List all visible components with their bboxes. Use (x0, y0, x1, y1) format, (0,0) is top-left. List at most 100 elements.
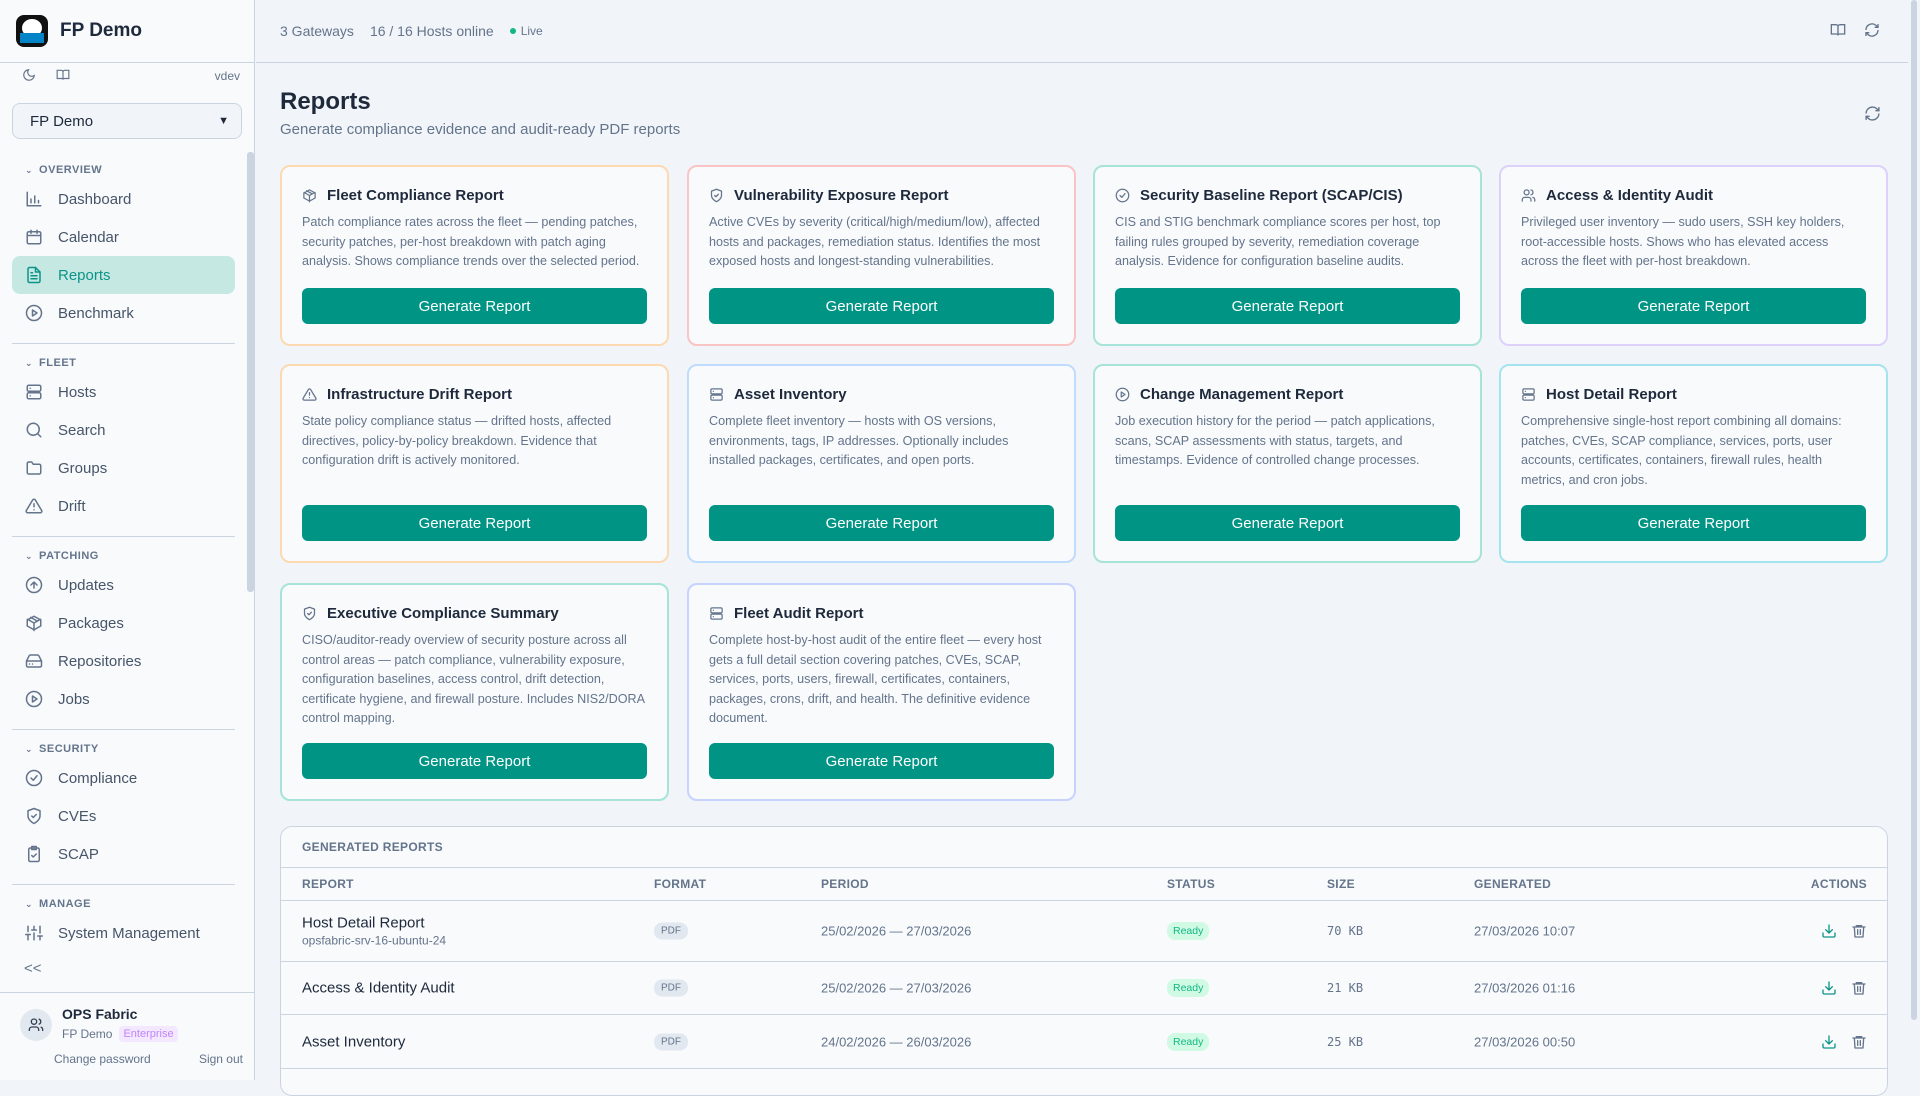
change-password-link[interactable]: Change password (54, 1052, 151, 1066)
section-toggle-manage[interactable]: ⌄ MANAGE (12, 894, 235, 914)
check-circle-icon (1115, 188, 1131, 204)
page-scrollbar[interactable] (1908, 0, 1920, 1080)
download-icon[interactable] (1821, 923, 1837, 939)
collapse-sidebar-button[interactable]: << (24, 960, 42, 977)
sidebar-item-benchmark[interactable]: Benchmark (12, 294, 235, 332)
generated-date: 27/03/2026 01:16 (1474, 980, 1576, 996)
report-card-vulnerability-exposure-report: Vulnerability Exposure Report Active CVE… (687, 165, 1076, 346)
plan-badge: Enterprise (119, 1026, 178, 1042)
download-icon[interactable] (1821, 1034, 1837, 1050)
generate-report-button[interactable]: Generate Report (709, 288, 1054, 324)
download-icon[interactable] (1821, 980, 1837, 996)
section-toggle-fleet[interactable]: ⌄ FLEET (12, 353, 235, 373)
report-name[interactable]: Host Detail Report (302, 914, 425, 932)
report-card-access-identity-audit: Access & Identity Audit Privileged user … (1499, 165, 1888, 346)
tenant-select[interactable]: FP Demo ▼ (12, 103, 242, 139)
card-title: Fleet Audit Report (734, 605, 864, 622)
sidebar-item-compliance[interactable]: Compliance (12, 759, 235, 797)
card-description: Complete host-by-host audit of the entir… (709, 633, 1042, 725)
generate-report-button[interactable]: Generate Report (1521, 288, 1866, 324)
file-text-icon (24, 265, 44, 285)
sidebar-item-updates[interactable]: Updates (12, 566, 235, 604)
card-title: Fleet Compliance Report (327, 187, 504, 204)
generate-report-button[interactable]: Generate Report (1115, 288, 1460, 324)
report-name[interactable]: Asset Inventory (302, 1033, 406, 1050)
column-header-actions: ACTIONS (1810, 877, 1867, 891)
sidebar-item-search[interactable]: Search (12, 411, 235, 449)
sidebar-item-system-management[interactable]: System Management (12, 914, 235, 952)
report-card-infrastructure-drift-report: Infrastructure Drift Report State policy… (280, 364, 669, 563)
moon-icon[interactable] (22, 68, 36, 85)
chevron-down-icon: ⌄ (25, 550, 34, 561)
sidebar-item-calendar[interactable]: Calendar (12, 218, 235, 256)
docs-book-icon[interactable] (1830, 22, 1846, 41)
card-title: Vulnerability Exposure Report (734, 187, 949, 204)
generate-report-button[interactable]: Generate Report (302, 743, 647, 779)
report-period: 25/02/2026 — 27/03/2026 (821, 923, 972, 939)
sidebar-item-cves[interactable]: CVEs (12, 797, 235, 835)
column-header-period: PERIOD (821, 877, 869, 891)
sidebar-item-hosts[interactable]: Hosts (12, 373, 235, 411)
sidebar-item-dashboard[interactable]: Dashboard (12, 180, 235, 218)
card-title: Change Management Report (1140, 386, 1344, 403)
arrow-up-circle-icon (24, 575, 44, 595)
check-circle-icon (24, 768, 44, 788)
section-label: SECURITY (39, 743, 99, 755)
sidebar-item-scap[interactable]: SCAP (12, 835, 235, 873)
sidebar-scrollbar[interactable] (247, 152, 254, 592)
shield-icon (24, 806, 44, 826)
sidebar-item-repositories[interactable]: Repositories (12, 642, 235, 680)
card-title: Asset Inventory (734, 386, 847, 403)
card-description: Privileged user inventory — sudo users, … (1521, 215, 1845, 268)
status-badge: Ready (1167, 922, 1210, 940)
refresh-reports-icon[interactable] (1864, 105, 1881, 127)
table-row: Access & Identity Audit PDF 25/02/2026 —… (281, 962, 1887, 1015)
server-icon (709, 387, 725, 403)
trash-icon[interactable] (1851, 1034, 1867, 1050)
section-toggle-overview[interactable]: ⌄ OVERVIEW (12, 160, 235, 180)
card-description: Complete fleet inventory — hosts with OS… (709, 414, 1009, 467)
report-card-change-management-report: Change Management Report Job execution h… (1093, 364, 1482, 563)
app-name: FP Demo (60, 20, 143, 41)
folder-icon (24, 458, 44, 478)
live-dot (509, 28, 516, 34)
sidebar-item-drift[interactable]: Drift (12, 487, 235, 525)
report-card-executive-compliance-summary: Executive Compliance Summary CISO/audito… (280, 583, 669, 801)
table-header: REPORT FORMAT PERIOD STATUS SIZE GENERATED ACT… (281, 868, 1887, 901)
sidebar-item-groups[interactable]: Groups (12, 449, 235, 487)
user-org: FP Demo (62, 1027, 113, 1041)
generate-report-button[interactable]: Generate Report (1521, 505, 1866, 541)
book-icon[interactable] (56, 68, 70, 85)
play-circle-icon (24, 689, 44, 709)
column-header-report: REPORT (302, 877, 354, 891)
trash-icon[interactable] (1851, 980, 1867, 996)
shield-icon (709, 188, 725, 204)
section-toggle-patching[interactable]: ⌄ PATCHING (12, 546, 235, 566)
generate-report-button[interactable]: Generate Report (709, 505, 1054, 541)
sliders-icon (24, 923, 44, 943)
sidebar-item-packages[interactable]: Packages (12, 604, 235, 642)
sign-out-link[interactable]: Sign out (198, 1052, 243, 1066)
sidebar-item-label: Search (58, 421, 106, 439)
generate-report-button[interactable]: Generate Report (709, 743, 1054, 779)
generate-report-button[interactable]: Generate Report (302, 288, 647, 324)
section-toggle-security[interactable]: ⌄ SECURITY (12, 739, 235, 759)
sidebar-item-label: Calendar (58, 228, 119, 246)
generated-reports-title: GENERATED REPORTS (281, 827, 1887, 868)
chevron-down-icon: ⌄ (25, 898, 34, 909)
trash-icon[interactable] (1851, 923, 1867, 939)
report-card-asset-inventory: Asset Inventory Complete fleet inventory… (687, 364, 1076, 563)
generate-report-button[interactable]: Generate Report (1115, 505, 1460, 541)
sidebar-item-reports[interactable]: Reports (12, 256, 235, 294)
report-name[interactable]: Access & Identity Audit (302, 979, 455, 997)
generate-report-button[interactable]: Generate Report (302, 505, 647, 541)
play-circle-icon (1115, 387, 1131, 403)
refresh-icon[interactable] (1864, 22, 1880, 41)
topbar: 3 Gateways 16 / 16 Hosts online Live (256, 0, 1920, 63)
sidebar-item-jobs[interactable]: Jobs (12, 680, 235, 718)
sidebar: FP Demo vdev FP Demo ▼ ⌄ OVERVIEW Dashboar… (0, 0, 255, 1080)
users-icon (1521, 188, 1537, 204)
column-header-status: STATUS (1167, 877, 1216, 891)
report-size: 21 KB (1327, 981, 1364, 995)
card-title: Security Baseline Report (SCAP/CIS) (1140, 187, 1403, 204)
